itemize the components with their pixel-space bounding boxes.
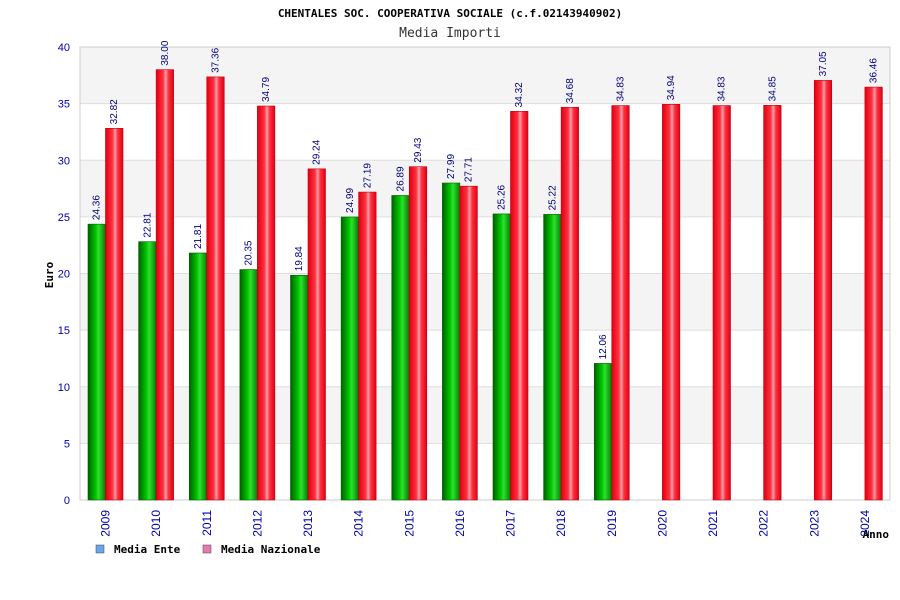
data-label: 29.24 xyxy=(312,139,323,164)
data-label: 27.99 xyxy=(446,154,457,179)
bar-media-nazionale-2012 xyxy=(257,105,276,501)
data-label: 37.05 xyxy=(818,51,829,76)
bar-media-ente-2012 xyxy=(239,269,258,501)
bar-media-nazionale-2024 xyxy=(864,86,883,501)
bar-media-ente-2014 xyxy=(340,216,359,501)
y-axis-label: Euro xyxy=(43,261,56,288)
x-axis-label: Anno xyxy=(863,528,890,541)
bar-media-nazionale-2016 xyxy=(459,185,478,501)
x-tick-label: 2012 xyxy=(250,510,264,537)
bar-media-nazionale-2014 xyxy=(358,191,377,501)
data-label: 25.26 xyxy=(497,184,508,209)
x-tick-label: 2013 xyxy=(301,510,315,537)
y-axis-ticks: 0 5 10 15 20 25 30 35 40 xyxy=(58,42,70,507)
x-tick-label: 2021 xyxy=(706,510,720,537)
data-label: 19.84 xyxy=(294,246,305,271)
data-label: 27.19 xyxy=(362,163,373,188)
data-label: 34.83 xyxy=(717,76,728,101)
data-label: 34.94 xyxy=(666,75,677,100)
y-tick-label: 5 xyxy=(64,438,70,450)
data-label: 34.79 xyxy=(261,77,272,102)
x-tick-label: 2018 xyxy=(554,510,568,537)
data-label: 38.00 xyxy=(160,40,171,65)
data-label: 34.68 xyxy=(565,78,576,103)
bar-media-nazionale-2018 xyxy=(560,106,579,501)
x-tick-label: 2020 xyxy=(655,510,669,537)
y-tick-label: 10 xyxy=(58,382,70,394)
bar-media-nazionale-2020 xyxy=(662,104,681,501)
data-label: 26.89 xyxy=(396,166,407,191)
x-tick-label: 2023 xyxy=(807,510,821,537)
bar-media-nazionale-2023 xyxy=(813,80,833,501)
bar-media-nazionale-2017 xyxy=(510,111,529,501)
x-tick-label: 2024 xyxy=(858,510,872,537)
bar-media-ente-2013 xyxy=(290,275,309,501)
bar-media-nazionale-2022 xyxy=(763,105,782,501)
y-tick-label: 40 xyxy=(58,42,70,54)
bar-media-nazionale-2019 xyxy=(611,105,630,501)
x-tick-label: 2015 xyxy=(402,510,416,537)
x-tick-label: 2010 xyxy=(149,510,163,537)
chart-subtitle: Media Importi xyxy=(399,26,501,41)
bars xyxy=(87,69,883,501)
x-tick-label: 2016 xyxy=(453,510,467,537)
data-label: 32.82 xyxy=(109,99,120,124)
x-tick-label: 2017 xyxy=(504,510,518,537)
legend-label-media-ente: Media Ente xyxy=(114,543,181,556)
data-label: 34.83 xyxy=(616,76,627,101)
data-label: 29.43 xyxy=(413,137,424,162)
bar-media-nazionale-2015 xyxy=(408,166,428,501)
bar-media-nazionale-2011 xyxy=(206,76,225,501)
legend-swatch-media-ente xyxy=(95,544,105,554)
bar-media-ente-2010 xyxy=(138,241,157,501)
data-label: 12.06 xyxy=(598,334,609,359)
bar-media-ente-2017 xyxy=(492,213,511,501)
x-tick-label: 2014 xyxy=(352,510,366,537)
y-tick-label: 0 xyxy=(64,495,70,507)
data-label: 27.71 xyxy=(464,157,475,182)
data-label: 34.85 xyxy=(767,76,778,101)
bar-media-ente-2018 xyxy=(543,214,562,501)
bar-media-nazionale-2013 xyxy=(307,168,326,501)
bar-media-ente-2009 xyxy=(87,223,106,501)
y-tick-label: 20 xyxy=(58,269,70,281)
legend-label-media-nazionale: Media Nazionale xyxy=(221,543,321,556)
x-tick-label: 2009 xyxy=(99,510,113,537)
x-tick-label: 2022 xyxy=(757,510,771,537)
x-tick-label: 2019 xyxy=(605,510,619,537)
data-label: 36.46 xyxy=(869,58,880,83)
y-tick-label: 35 xyxy=(58,99,70,111)
plot-border xyxy=(79,46,891,501)
data-label: 25.22 xyxy=(547,185,558,210)
data-label: 24.36 xyxy=(92,195,103,220)
legend-swatch-media-nazionale xyxy=(202,544,212,554)
chart-title: CHENTALES SOC. COOPERATIVA SOCIALE (c.f.… xyxy=(278,7,622,20)
data-labels: 24.36 32.82 22.81 38.00 21.81 37.36 20.35 34.79… xyxy=(92,40,880,359)
data-label: 21.81 xyxy=(193,224,204,249)
data-label: 20.35 xyxy=(244,240,255,265)
legend: Media Ente Media Nazionale xyxy=(95,543,321,556)
bar-media-ente-2011 xyxy=(188,252,208,501)
y-tick-label: 15 xyxy=(58,325,70,337)
y-tick-label: 30 xyxy=(58,155,70,167)
x-axis-ticks: 2009 2010 2011 2012 2013 2014 2015 2016 2017 2018… xyxy=(99,510,872,537)
bar-media-ente-2015 xyxy=(391,195,410,501)
bar-media-ente-2019 xyxy=(593,363,613,501)
y-tick-label: 25 xyxy=(58,212,70,224)
data-label: 22.81 xyxy=(142,212,153,237)
bar-media-nazionale-2010 xyxy=(155,69,174,501)
data-label: 34.32 xyxy=(514,82,525,107)
x-tick-label: 2011 xyxy=(200,510,214,536)
bar-media-nazionale-2009 xyxy=(105,128,124,501)
bar-media-ente-2016 xyxy=(442,182,461,501)
bar-media-nazionale-2021 xyxy=(712,105,731,501)
data-label: 37.36 xyxy=(211,47,222,72)
data-label: 24.99 xyxy=(345,188,356,213)
